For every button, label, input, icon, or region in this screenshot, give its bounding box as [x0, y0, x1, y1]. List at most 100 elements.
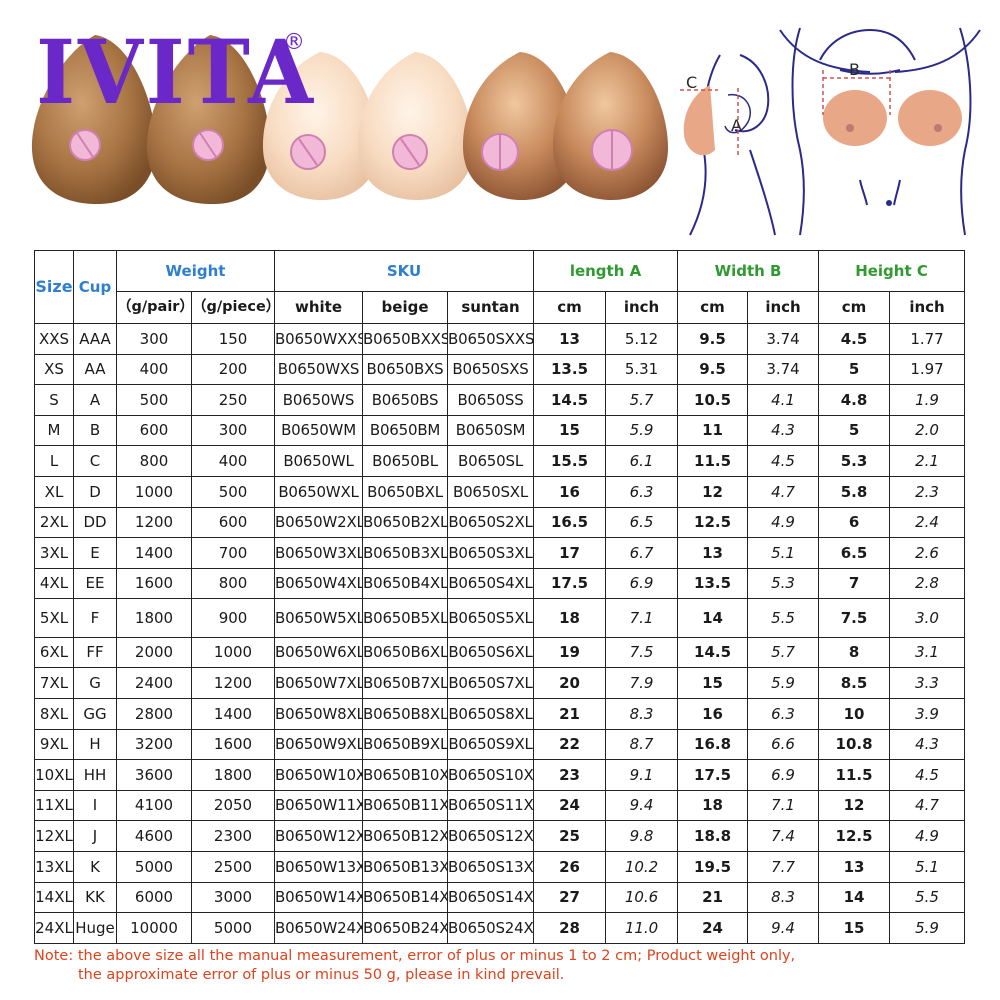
sku-suntan-cell: B0650S2XL	[447, 506, 535, 539]
height-inch-cell: 4.3	[889, 728, 966, 761]
size-cell: XS	[34, 353, 74, 386]
length-cm-cell: 22	[533, 728, 607, 761]
weight-piece-cell: 500	[190, 476, 276, 508]
length-inch-cell: 8.3	[605, 697, 679, 730]
table-row: 2XL DD 1200 600 B0650W2XL B0650B2XL B0650S2XL 1…	[34, 506, 966, 539]
height-inch-cell: 2.4	[889, 506, 966, 539]
cup-cell: H	[73, 728, 117, 761]
sku-beige-cell: B0650B13XL	[362, 851, 449, 883]
width-inch-cell: 9.4	[747, 912, 820, 944]
length-inch-cell: 5.9	[605, 414, 679, 447]
width-cm-cell: 12.5	[677, 506, 749, 539]
table-row: 9XL H 3200 1600 B0650W9XL B0650B9XL B0650S9XL 2…	[34, 728, 966, 761]
weight-pair-cell: 2000	[116, 636, 192, 669]
header-cup: Cup	[73, 250, 117, 324]
sku-white-cell: B0650W2XL	[274, 506, 364, 539]
length-inch-cell: 10.6	[605, 881, 679, 914]
sku-suntan-cell: B0650S12XL	[447, 820, 535, 853]
weight-piece-cell: 800	[190, 567, 276, 600]
header-length: length A	[533, 250, 679, 292]
weight-piece-cell: 5000	[190, 912, 276, 944]
label-b: B	[849, 60, 860, 79]
header-length-inch: inch	[605, 291, 679, 324]
height-inch-cell: 4.7	[889, 789, 966, 822]
width-cm-cell: 9.5	[677, 323, 749, 355]
sku-beige-cell: B0650B6XL	[362, 636, 449, 669]
size-cell: XXS	[34, 323, 74, 355]
height-inch-cell: 1.97	[889, 353, 966, 386]
length-inch-cell: 7.5	[605, 636, 679, 669]
sku-beige-cell: B0650B4XL	[362, 567, 449, 600]
height-cm-cell: 5	[818, 353, 891, 386]
sku-white-cell: B0650WXL	[274, 476, 364, 508]
weight-piece-cell: 1600	[190, 728, 276, 761]
cup-cell: HH	[73, 759, 117, 791]
sku-suntan-cell: B0650SL	[447, 445, 535, 478]
cup-cell: E	[73, 537, 117, 569]
table-row: L C 800 400 B0650WL B0650BL B0650SL 15.5 6.1 11.5…	[34, 445, 966, 478]
sku-beige-cell: B0650BM	[362, 414, 449, 447]
sku-suntan-cell: B0650SXL	[447, 476, 535, 508]
sku-suntan-cell: B0650S13XL	[447, 851, 535, 883]
size-cell: 11XL	[34, 789, 74, 822]
height-cm-cell: 12	[818, 789, 891, 822]
sku-white-cell: B0650W6XL	[274, 636, 364, 669]
cup-cell: K	[73, 851, 117, 883]
size-cell: 4XL	[34, 567, 74, 600]
sku-beige-cell: B0650B2XL	[362, 506, 449, 539]
width-inch-cell: 7.7	[747, 851, 820, 883]
size-cell: M	[34, 414, 74, 447]
height-cm-cell: 4.5	[818, 323, 891, 355]
table-row: 24XLHuge100005000B0650W24XLB0650B24XLB06…	[34, 912, 966, 944]
weight-piece-cell: 3000	[190, 881, 276, 914]
length-cm-cell: 17.5	[533, 567, 607, 600]
sku-beige-cell: B0650BXXS	[362, 323, 449, 355]
height-cm-cell: 10.8	[818, 728, 891, 761]
sku-white-cell: B0650W3XL	[274, 537, 364, 569]
sku-white-cell: B0650W12XL	[274, 820, 364, 853]
length-cm-cell: 13.5	[533, 353, 607, 386]
weight-pair-cell: 2400	[116, 667, 192, 699]
sku-white-cell: B0650W14XL	[274, 881, 364, 914]
weight-piece-cell: 2050	[190, 789, 276, 822]
sku-white-cell: B0650WS	[274, 384, 364, 416]
table-row: 6XL FF 2000 1000 B0650W6XL B0650B6XL B0650S6XL…	[34, 636, 966, 669]
height-inch-cell: 5.5	[889, 881, 966, 914]
cup-cell: DD	[73, 506, 117, 539]
height-cm-cell: 7	[818, 567, 891, 600]
length-cm-cell: 18	[533, 598, 607, 638]
width-inch-cell: 6.6	[747, 728, 820, 761]
weight-piece-cell: 2500	[190, 851, 276, 883]
sku-white-cell: B0650WXS	[274, 353, 364, 386]
length-cm-cell: 15	[533, 414, 607, 447]
table-row: 4XL EE 1600 800 B0650W4XL B0650B4XL B0650S4XL 1…	[34, 567, 966, 600]
height-cm-cell: 6.5	[818, 537, 891, 569]
length-cm-cell: 26	[533, 851, 607, 883]
sku-beige-cell: B0650BS	[362, 384, 449, 416]
length-inch-cell: 6.3	[605, 476, 679, 508]
length-inch-cell: 9.8	[605, 820, 679, 853]
sku-white-cell: B0650W7XL	[274, 667, 364, 699]
table-row: S A 500 250 B0650WS B0650BS B0650SS 14.5 5.7 10.5…	[34, 384, 966, 416]
size-cell: 6XL	[34, 636, 74, 669]
sku-suntan-cell: B0650S3XL	[447, 537, 535, 569]
header-beige: beige	[362, 291, 449, 324]
sku-beige-cell: B0650BL	[362, 445, 449, 478]
height-cm-cell: 4.8	[818, 384, 891, 416]
width-cm-cell: 11	[677, 414, 749, 447]
width-inch-cell: 3.74	[747, 353, 820, 386]
width-cm-cell: 24	[677, 912, 749, 944]
height-inch-cell: 3.3	[889, 667, 966, 699]
weight-pair-cell: 1600	[116, 567, 192, 600]
size-cell: 12XL	[34, 820, 74, 853]
height-cm-cell: 15	[818, 912, 891, 944]
sku-suntan-cell: B0650SS	[447, 384, 535, 416]
table-row: 7XL G 2400 1200 B0650W7XL B0650B7XL B0650S7XL 2…	[34, 667, 966, 699]
weight-pair-cell: 1200	[116, 506, 192, 539]
length-inch-cell: 6.7	[605, 537, 679, 569]
length-cm-cell: 16	[533, 476, 607, 508]
width-cm-cell: 11.5	[677, 445, 749, 478]
length-cm-cell: 27	[533, 881, 607, 914]
sku-beige-cell: B0650B7XL	[362, 667, 449, 699]
weight-piece-cell: 300	[190, 414, 276, 447]
